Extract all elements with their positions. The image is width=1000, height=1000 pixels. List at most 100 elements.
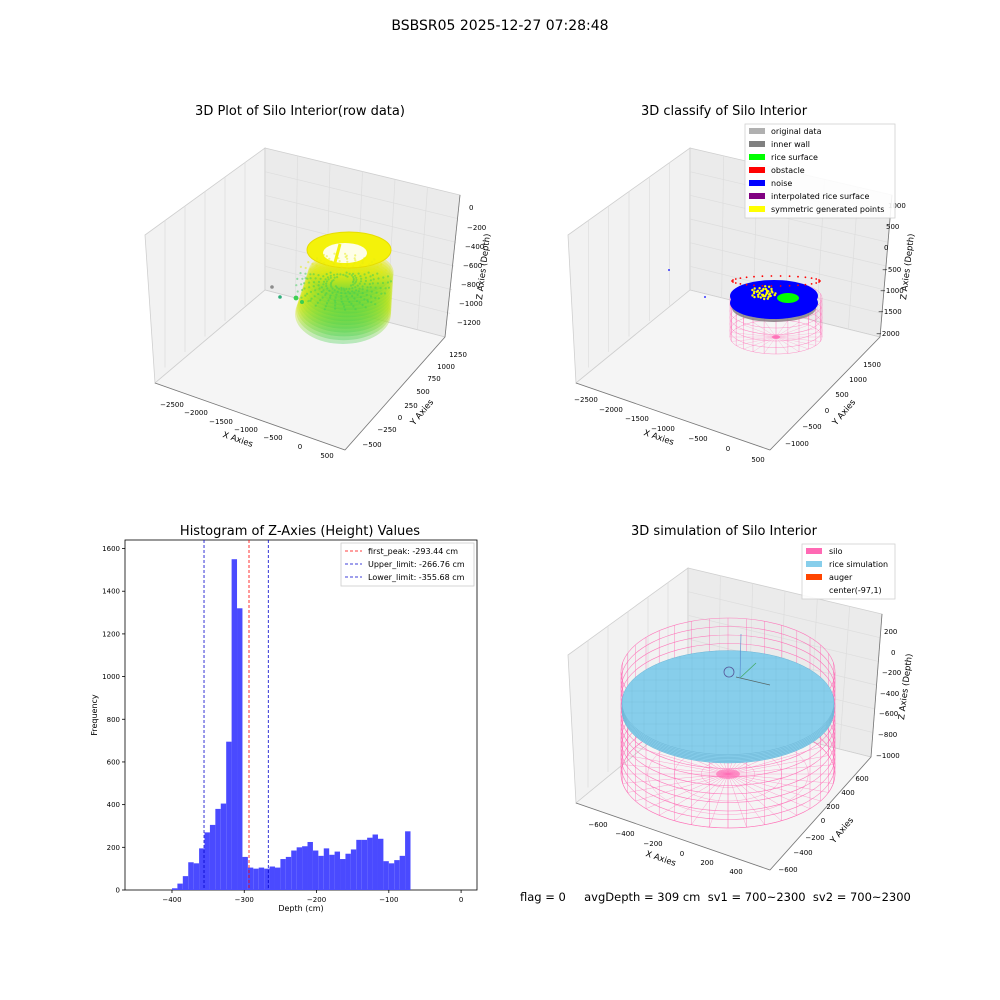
plot1-cloud-point: [325, 284, 328, 288]
plot1-cloud-point: [338, 270, 341, 273]
plot2-symmetric-point: [768, 292, 772, 295]
plot1-cloud-point: [351, 294, 354, 298]
plot4-x-tick: 400: [729, 868, 742, 876]
plot1-outlier-point: [300, 300, 304, 304]
histogram-bar: [291, 850, 297, 890]
plot1-outlier-point: [270, 285, 274, 289]
plot1-cloud-point: [331, 268, 334, 271]
plot2-x-tick: −2000: [599, 406, 623, 414]
plot1-cloud-point: [341, 267, 344, 270]
legend-silo: silo: [829, 547, 843, 556]
plot2-silo-spoke: [775, 328, 816, 338]
plot1-cloud-point: [377, 277, 380, 280]
legend-first-peak: first_peak: -293.44 cm: [368, 547, 458, 556]
plot2-title: 3D classify of Silo Interior: [640, 104, 808, 119]
plot1-cloud-point: [383, 292, 386, 295]
plot1-cloud-point: [318, 287, 321, 290]
plot1-point-cloud: [270, 231, 394, 344]
plot1-cloud-point: [306, 277, 309, 280]
plot1-cloud-point: [351, 287, 354, 290]
histogram-x-tick-label: −100: [379, 896, 398, 904]
plot1-cloud-point: [342, 302, 345, 305]
plot1-cloud-point: [370, 290, 373, 293]
plot2-silo-spoke: [775, 336, 809, 350]
plot1-cloud-point: [361, 285, 364, 288]
plot1-cloud-point: [352, 305, 355, 308]
plot4-z-tick: −1000: [876, 752, 900, 760]
plot2-x-tick: −2500: [574, 396, 598, 404]
plot2-obstacle-point: [804, 283, 807, 286]
legend-swatch-symmetric: [749, 206, 765, 212]
plot1-cloud-point: [324, 278, 327, 281]
plot1-cloud-point: [329, 296, 332, 299]
plot1-cloud-point: [336, 290, 339, 293]
plot1-cloud-point: [356, 293, 359, 296]
plot1-cloud-point: [300, 296, 303, 299]
plot2-symmetric-point: [759, 296, 762, 299]
histogram-bar: [193, 863, 200, 890]
plot1-cloud-point: [304, 272, 307, 275]
plot1-x-tick: −500: [263, 434, 282, 442]
plot1-cloud-point: [324, 293, 327, 297]
plot1-cloud-point: [317, 293, 320, 296]
plot2-silo-spoke: [775, 336, 789, 354]
legend-original-data: original data: [771, 127, 822, 136]
plot1-cloud-point: [322, 283, 325, 286]
histogram-bar: [345, 853, 351, 890]
histogram-bar: [399, 855, 406, 890]
plot2-silo-spoke: [775, 324, 809, 338]
plot2-y-tick: 1500: [863, 361, 881, 369]
plot1-cloud-point: [316, 301, 319, 304]
plot1-cloud-point: [345, 287, 348, 290]
plot2-obstacle-point: [810, 277, 813, 279]
plot1-cloud-point: [340, 286, 343, 289]
legend-upper-limit: Upper_limit: -266.76 cm: [368, 560, 465, 569]
plot1-cloud-point: [328, 289, 331, 292]
plot2-symmetric-point: [760, 289, 763, 293]
plot2-obstacle-point: [770, 275, 773, 277]
plot1-cloud-point: [335, 293, 338, 296]
plot1-cloud-point: [369, 295, 373, 298]
histogram-bar: [285, 856, 292, 890]
plot1-z-tick: −600: [463, 262, 482, 270]
plot2-z-tick: 500: [886, 223, 899, 231]
plot2-obstacle-point: [734, 278, 737, 280]
plot2-symmetric-point: [762, 293, 765, 297]
plot1-cloud-point: [371, 269, 374, 272]
plot1-cloud-point: [352, 283, 355, 286]
plot2-stray-point: [704, 296, 706, 298]
plot2-obstacle-point: [739, 277, 742, 279]
plot1-cloud-point: [330, 285, 333, 288]
plot1-cloud-point: [296, 277, 299, 280]
plot2-obstacle-point: [745, 276, 748, 279]
plot1-cloud-point: [321, 296, 324, 299]
plot2-classified-points: [668, 269, 823, 355]
plot2-rice-surface: [777, 293, 799, 303]
plot1-cloud-point: [342, 270, 345, 273]
plot1-cloud-point: [304, 266, 307, 270]
legend-swatch-silo: [806, 548, 822, 554]
histogram-bar: [388, 863, 395, 890]
plot1-cloud-point: [330, 260, 333, 263]
plot1-cloud-point: [343, 289, 346, 292]
plot1-cloud-point: [360, 270, 364, 273]
plot1-cloud-point: [304, 294, 307, 297]
plot2-y-label: Y Axies: [830, 397, 858, 428]
plot1-z-tick: −1200: [457, 319, 481, 327]
legend-lower-limit: Lower_limit: -355.68 cm: [368, 573, 465, 582]
histogram-bar: [377, 838, 384, 890]
histogram-y-tick-label: 600: [107, 758, 120, 766]
plot1-cloud-point: [389, 280, 393, 283]
plot1-cloud-point: [343, 305, 346, 308]
histogram-x-tick-label: −400: [162, 896, 181, 904]
plot1-cloud-point: [314, 277, 317, 280]
histogram-y-tick-label: 1600: [102, 545, 120, 553]
plot1-cloud-point: [326, 276, 329, 279]
plot4-x-tick: −400: [615, 830, 634, 838]
plot1-cloud-point: [301, 288, 304, 292]
plot2-symmetric-point: [767, 285, 771, 288]
plot2-obstacle-point: [779, 285, 782, 287]
plot1-cloud-point: [354, 270, 357, 273]
plot2-z-label: Z Axies (Depth): [899, 233, 917, 300]
figure-title: BSBSR05 2025-12-27 07:28:48: [391, 18, 609, 34]
